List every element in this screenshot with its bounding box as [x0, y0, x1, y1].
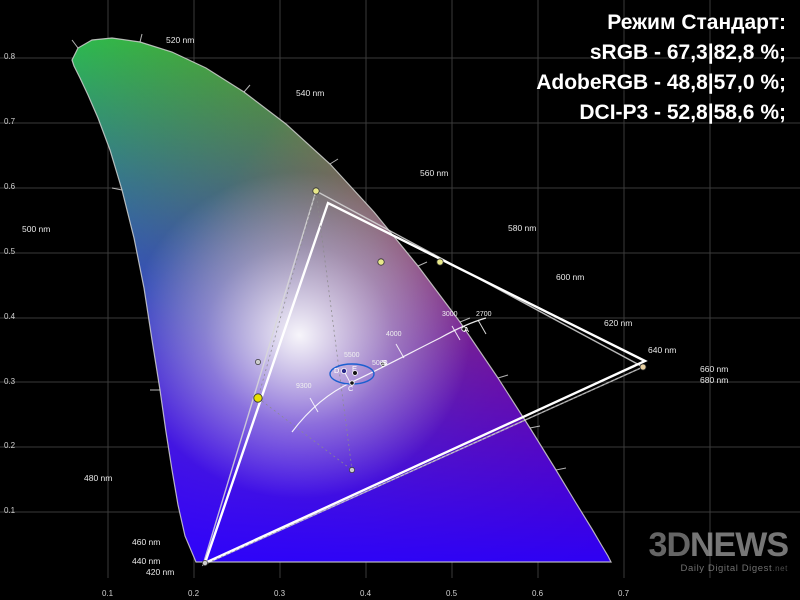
- y-tick-0.3: 0.3: [4, 377, 16, 386]
- illuminant-label-E: E: [352, 364, 358, 373]
- wavelength-label-440: 440 nm: [132, 556, 161, 566]
- x-tick-0.1: 0.1: [102, 589, 114, 598]
- x-tick-0.7: 0.7: [618, 589, 630, 598]
- gamut-guides: [202, 190, 644, 566]
- y-tick-0.7: 0.7: [4, 117, 16, 126]
- wavelength-label-480: 480 nm: [84, 473, 113, 483]
- watermark-logo-news: NEWS: [690, 526, 789, 564]
- wavelength-label-620: 620 nm: [604, 318, 633, 328]
- watermark-net: .net: [772, 564, 788, 573]
- wavelength-label-500: 500 nm: [22, 224, 51, 234]
- wavelength-label-540: 540 nm: [296, 88, 325, 98]
- wavelength-label-520: 520 nm: [166, 35, 195, 45]
- wavelength-label-680: 680 nm: [700, 375, 729, 385]
- color-temp-label-2700: 2700: [476, 311, 492, 318]
- summary-line-dcip3: DCI-P3 - 52,8|58,6 %;: [579, 101, 786, 124]
- y-tick-0.5: 0.5: [4, 247, 16, 256]
- illuminant-label-B: B: [382, 358, 388, 367]
- wavelength-ticks: [71, 33, 567, 471]
- watermark: 3DNEWS Daily Digital Digest.net: [648, 526, 789, 574]
- color-temp-label-3000: 3000: [442, 311, 458, 318]
- wavelength-label-580: 580 nm: [508, 223, 537, 233]
- wavelength-label-420: 420 nm: [146, 567, 175, 577]
- wavelength-label-640: 640 nm: [648, 345, 677, 355]
- x-tick-0.3: 0.3: [274, 589, 286, 598]
- watermark-tagline-text: Daily Digital Digest: [680, 563, 773, 574]
- watermark-logo-3d: 3D: [648, 526, 691, 564]
- y-tick-0.6: 0.6: [4, 182, 16, 191]
- y-tick-0.8: 0.8: [4, 52, 16, 61]
- wavelength-label-560: 560 nm: [420, 168, 449, 178]
- x-tick-0.6: 0.6: [532, 589, 544, 598]
- x-tick-0.5: 0.5: [446, 589, 458, 598]
- color-temp-label-4000: 4000: [386, 331, 402, 338]
- illuminant-label-D: D: [334, 366, 340, 375]
- x-tick-0.2: 0.2: [188, 589, 200, 598]
- wavelength-label-660: 660 nm: [700, 364, 729, 374]
- color-temp-label-5500: 5500: [344, 352, 360, 359]
- gamut-vertex-markers: [202, 187, 647, 566]
- planckian-locus: [291, 317, 487, 433]
- wavelength-label-600: 600 nm: [556, 272, 585, 282]
- summary-line-adobergb: AdobeRGB - 48,8|57,0 %;: [536, 71, 786, 94]
- color-temp-label-5000: 5000: [372, 360, 388, 367]
- illuminant-label-A: A: [464, 325, 470, 334]
- watermark-tagline: Daily Digital Digest.net: [649, 563, 788, 574]
- summary-line-srgb: sRGB - 67,3|82,8 %;: [589, 41, 786, 64]
- y-tick-0.4: 0.4: [4, 312, 16, 321]
- measurement-summary: Режим Стандарт: sRGB - 67,3|82,8 %; Adob…: [536, 8, 786, 128]
- measured-gamut-triangle: [202, 201, 648, 566]
- y-tick-0.1: 0.1: [4, 506, 16, 515]
- watermark-logo: 3DNEWS: [648, 526, 789, 564]
- summary-line-mode: Режим Стандарт:: [607, 11, 786, 34]
- y-tick-0.2: 0.2: [4, 441, 16, 450]
- wavelength-label-460: 460 nm: [132, 537, 161, 547]
- color-temp-label-9300: 9300: [296, 383, 312, 390]
- illuminant-label-C: C: [348, 384, 354, 393]
- x-tick-0.4: 0.4: [360, 589, 372, 598]
